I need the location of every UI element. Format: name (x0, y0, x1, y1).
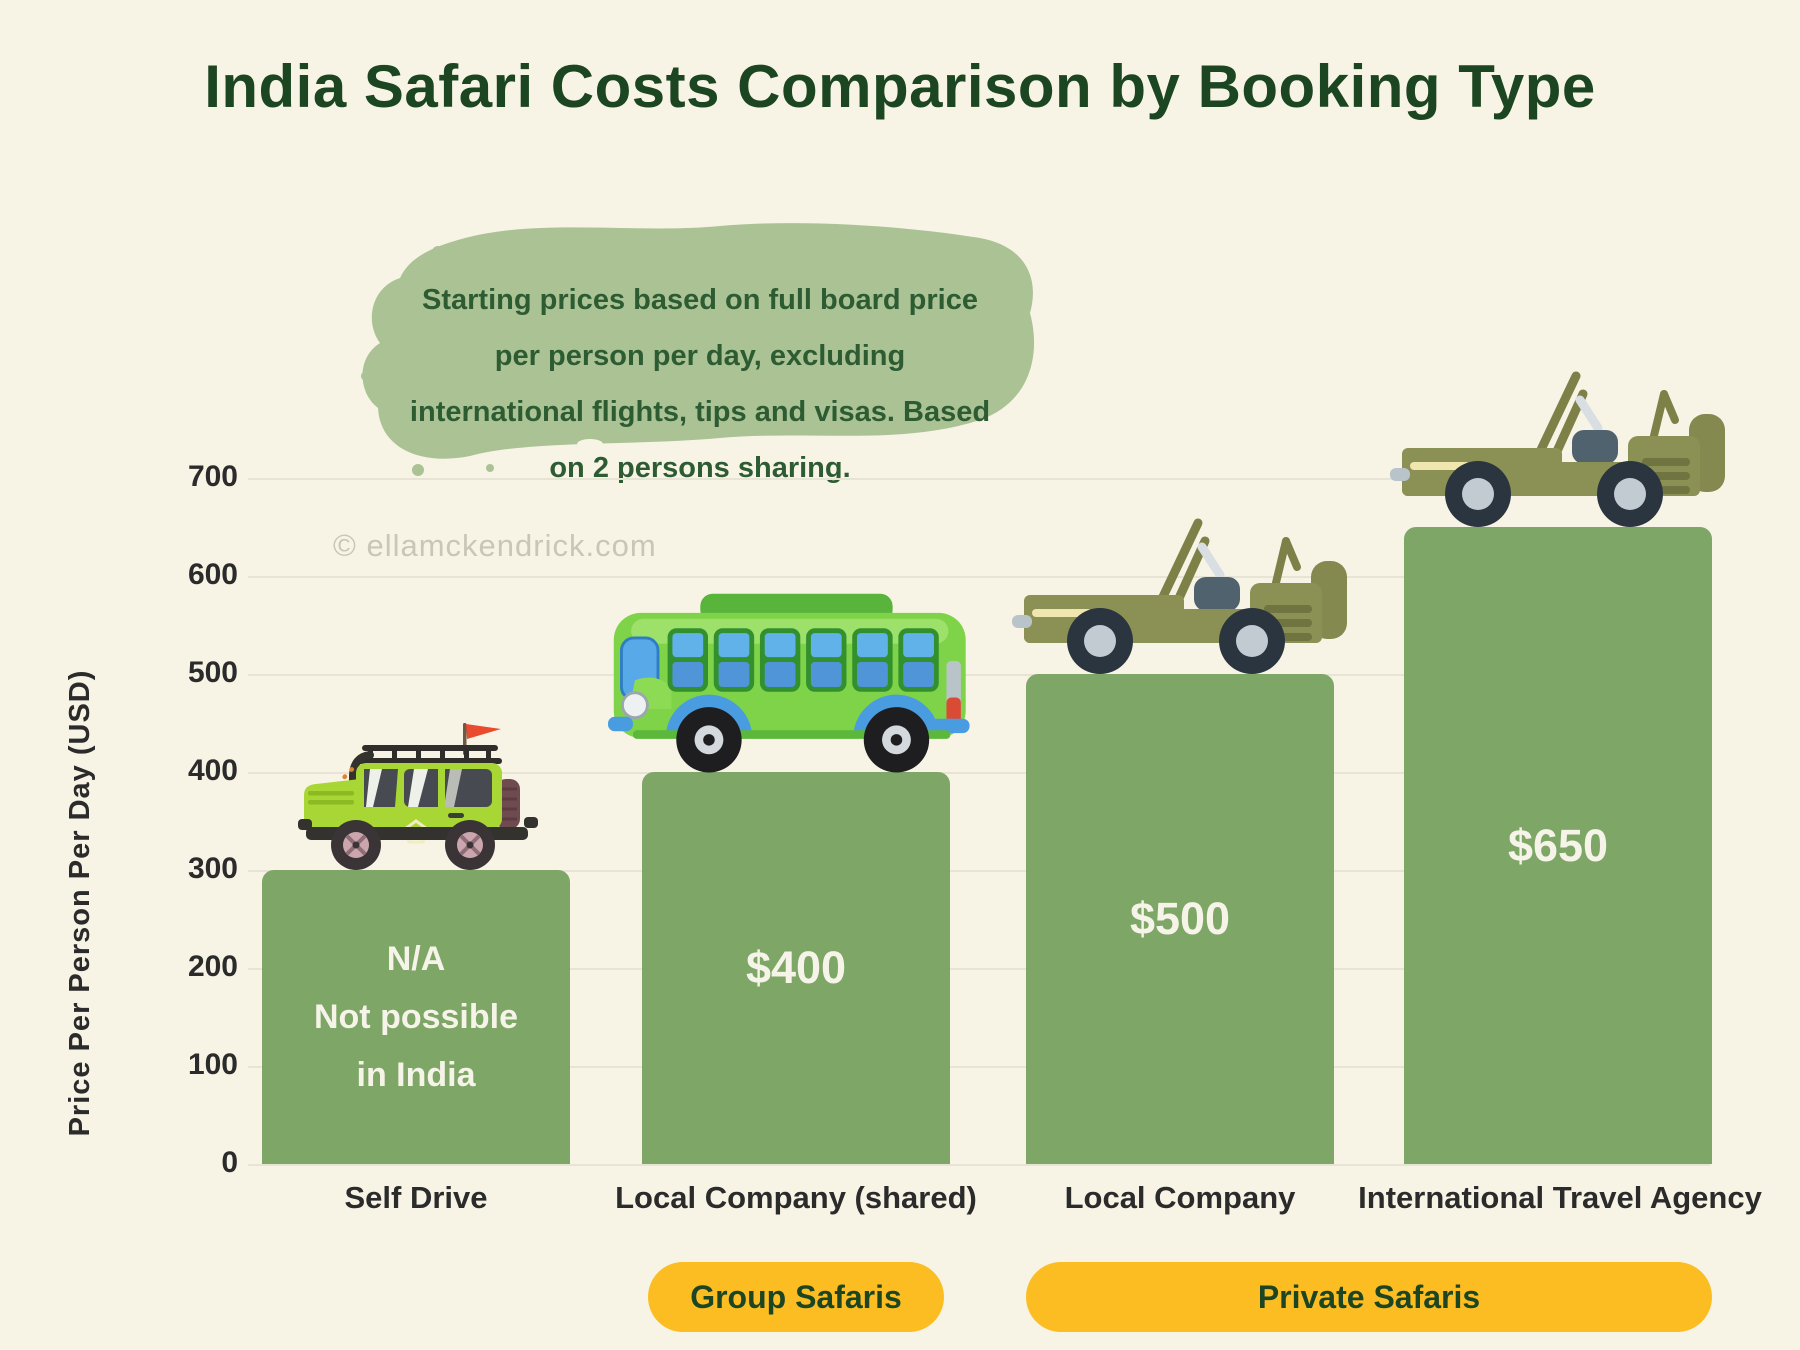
y-tick-500: 500 (187, 656, 238, 689)
olive-jeep-icon (1012, 511, 1347, 681)
gridline-700 (248, 478, 1710, 480)
note-blob: Starting prices based on full board pric… (340, 208, 1040, 538)
olive-jeep-icon (1390, 364, 1725, 534)
y-axis-title: Price Per Person Per Day (USD) (64, 669, 96, 1137)
bar-international-travel-agency: $650 (1404, 527, 1712, 1164)
note-text: Starting prices based on full board pric… (409, 284, 991, 484)
gridline-0 (248, 1164, 1710, 1166)
y-tick-700: 700 (187, 460, 238, 493)
y-tick-200: 200 (187, 950, 238, 983)
bar-value-label: $400 (745, 942, 847, 993)
gridline-400 (248, 772, 1710, 774)
bar-value-label: $500 (1129, 893, 1231, 944)
x-label-international-travel-agency: International Travel Agency (1358, 1180, 1762, 1215)
watermark: © ellamckendrick.com (333, 528, 657, 563)
bar-local-company: $500 (1026, 674, 1334, 1164)
bar-value-label: $650 (1507, 819, 1609, 871)
green-bus-icon (608, 586, 983, 786)
private-safaris-tag: Private Safaris (1026, 1262, 1712, 1332)
gridline-200 (248, 968, 1710, 970)
y-tick-0: 0 (221, 1146, 238, 1179)
y-tick-600: 600 (187, 558, 238, 591)
gridline-500 (248, 674, 1710, 676)
private-safaris-label: Private Safaris (1257, 1278, 1481, 1315)
group-safaris-label: Group Safaris (690, 1278, 902, 1315)
y-tick-300: 300 (187, 852, 238, 885)
bar-self-drive: N/A Not possible in India (262, 870, 570, 1164)
x-label-local-company: Local Company (1064, 1180, 1296, 1215)
x-label-local-company-shared: Local Company (shared) (615, 1180, 977, 1215)
brush-stroke-blob (361, 223, 1035, 476)
gridline-300 (248, 870, 1710, 872)
y-tick-100: 100 (187, 1048, 238, 1081)
bar-value-label: N/A Not possible in India (313, 940, 519, 1094)
y-tick-400: 400 (187, 754, 238, 787)
bar-local-company-shared: $400 (642, 772, 950, 1164)
group-safaris-tag: Group Safaris (648, 1262, 944, 1332)
page-title: India Safari Costs Comparison by Booking… (204, 53, 1596, 120)
gridline-100 (248, 1066, 1710, 1068)
lime-jeep-icon (298, 721, 538, 881)
gridline-600 (248, 576, 1710, 578)
x-label-self-drive: Self Drive (344, 1180, 488, 1215)
